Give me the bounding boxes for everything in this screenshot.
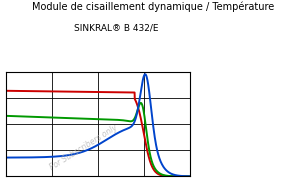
Text: Module de cisaillement dynamique / Température: Module de cisaillement dynamique / Tempé… [32, 2, 274, 12]
Text: SINKRAL® B 432/E: SINKRAL® B 432/E [74, 23, 159, 32]
Text: For Subscribers only: For Subscribers only [48, 123, 119, 172]
